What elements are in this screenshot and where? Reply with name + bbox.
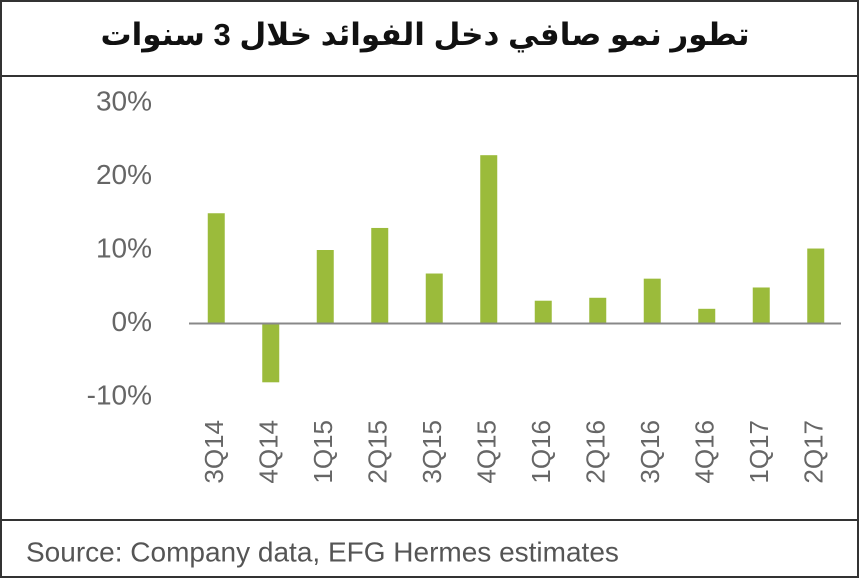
x-tick-label: 4Q16 <box>690 420 720 484</box>
x-tick-label: 1Q17 <box>744 420 774 484</box>
y-tick-label: 0% <box>112 306 152 337</box>
bar <box>425 273 443 324</box>
y-tick-label: 10% <box>96 232 152 263</box>
bar <box>807 248 825 324</box>
y-tick-label: -10% <box>87 379 152 410</box>
bar <box>752 287 770 324</box>
x-tick-label: 1Q15 <box>308 420 338 484</box>
x-tick-label: 2Q16 <box>581 420 611 484</box>
x-tick-label: 2Q17 <box>799 420 829 484</box>
x-tick-label: 3Q14 <box>199 420 229 484</box>
bar <box>534 300 552 324</box>
x-tick-label: 4Q14 <box>254 420 284 484</box>
x-tick-label: 4Q15 <box>472 420 502 484</box>
x-tick-label: 3Q15 <box>417 420 447 484</box>
y-tick-label: 30% <box>96 85 152 116</box>
bar <box>316 250 334 324</box>
bar <box>262 323 280 383</box>
x-tick-label: 3Q16 <box>635 420 665 484</box>
source-note: Source: Company data, EFG Hermes estimat… <box>26 536 619 567</box>
bar <box>698 308 716 324</box>
y-tick-label: 20% <box>96 159 152 190</box>
bar <box>371 227 389 324</box>
x-tick-label: 2Q15 <box>363 420 393 484</box>
bar <box>643 278 661 324</box>
bar <box>589 297 607 324</box>
chart-title: تطور نمو صافي دخل الفوائد خلال 3 سنوات <box>100 17 749 53</box>
x-tick-label: 1Q16 <box>526 420 556 484</box>
bar <box>480 155 498 324</box>
bar <box>207 213 225 324</box>
